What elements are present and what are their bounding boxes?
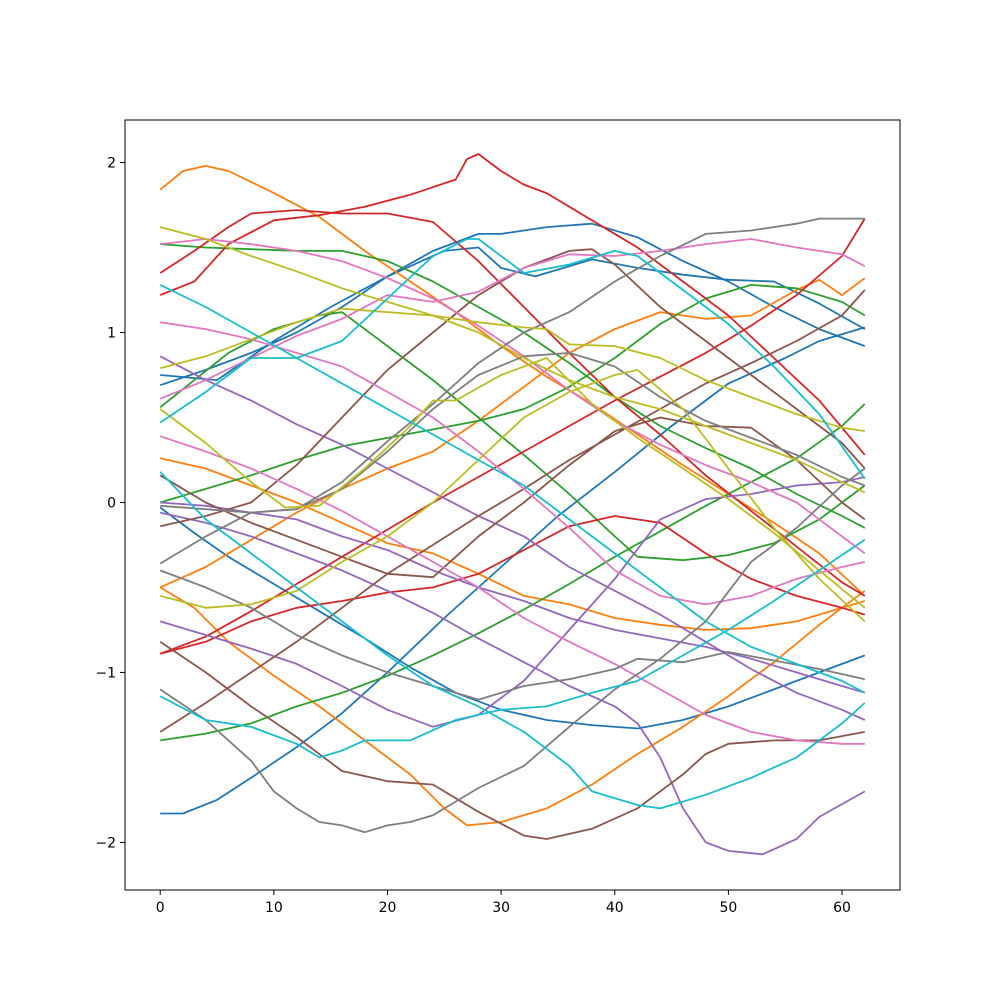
series-layer xyxy=(159,153,866,856)
series-line-14 xyxy=(159,209,866,597)
series-line-7 xyxy=(160,457,866,631)
x-axis: 0 10 20 30 40 50 60 xyxy=(156,890,851,916)
series-line-12 xyxy=(160,403,866,742)
series-line-33 xyxy=(159,226,865,432)
series-line-40 xyxy=(159,539,866,759)
series-line-13 xyxy=(159,153,866,456)
x-tick-label: 60 xyxy=(833,900,851,916)
y-tick-label: −2 xyxy=(95,835,116,851)
series-line-27 xyxy=(159,435,865,745)
series-line-25 xyxy=(160,321,865,606)
series-line-17 xyxy=(159,355,866,721)
series-line-23 xyxy=(159,416,866,579)
series-line-38 xyxy=(159,238,866,480)
series-line-2 xyxy=(159,222,866,387)
series-line-31 xyxy=(159,467,866,834)
series-line-11 xyxy=(159,283,866,504)
series-line-24 xyxy=(159,641,865,840)
series-line-18 xyxy=(160,511,866,856)
series-line-19 xyxy=(159,476,865,728)
x-tick-label: 20 xyxy=(379,900,397,916)
y-tick-label: 2 xyxy=(107,155,116,171)
x-tick-label: 50 xyxy=(719,900,737,916)
series-line-36 xyxy=(159,357,866,609)
series-line-26 xyxy=(159,238,866,400)
y-tick-label: 1 xyxy=(107,325,116,341)
y-axis: −2 −1 0 1 2 xyxy=(95,155,125,851)
series-line-8 xyxy=(159,586,866,827)
series-line-15 xyxy=(159,515,866,655)
series-line-16 xyxy=(159,218,866,655)
series-line-30 xyxy=(160,351,866,514)
series-line-34 xyxy=(159,307,866,494)
series-line-39 xyxy=(159,471,866,810)
y-tick-label: −1 xyxy=(95,665,116,681)
y-tick-label: 0 xyxy=(107,495,116,511)
x-tick-label: 10 xyxy=(265,900,283,916)
plot-area-frame xyxy=(124,119,901,891)
series-line-32 xyxy=(159,569,865,701)
series-line-35 xyxy=(159,368,866,623)
series-line-22 xyxy=(160,248,866,528)
series-line-37 xyxy=(159,284,866,694)
series-line-20 xyxy=(160,501,866,694)
x-tick-label: 0 xyxy=(156,900,165,916)
x-tick-label: 40 xyxy=(606,900,624,916)
series-line-1 xyxy=(160,326,866,815)
x-tick-label: 30 xyxy=(492,900,510,916)
